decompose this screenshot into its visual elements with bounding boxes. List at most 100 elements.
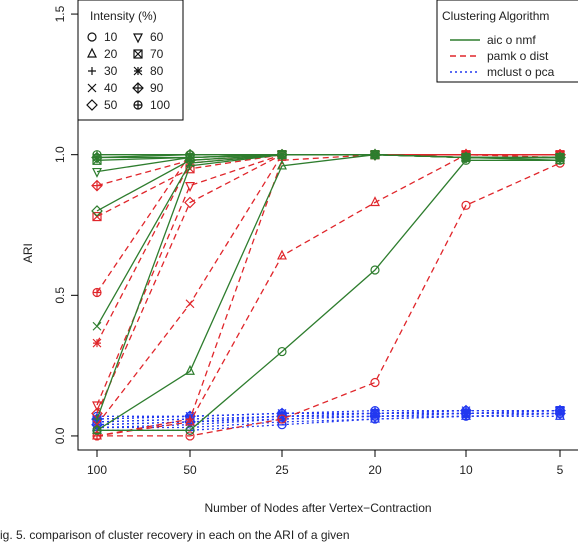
y-tick-label-0.0: 0.0: [53, 427, 67, 444]
intensity-legend-title: Intensity (%): [90, 9, 157, 23]
series-line-aic-o-nmf-40: [96, 154, 560, 327]
plot-frame: [77, 0, 578, 451]
data-point-pamk-o-dist-10-1: [185, 431, 195, 441]
algorithm-legend: Clustering Algorithm aic o nmf pamk o dist…: [436, 0, 578, 83]
series-line-mclust-o-pca-40: [96, 412, 560, 426]
data-point-pamk-o-dist-50-1: [184, 196, 196, 209]
series-line-mclust-o-pca-90: [96, 409, 560, 420]
intensity-legend-symbol-100: [133, 100, 143, 110]
data-point-aic-o-nmf-10-3: [370, 265, 380, 275]
series-line-mclust-o-pca-50: [96, 412, 560, 426]
plot-area: [91, 148, 566, 441]
data-point-mclust-o-pca-100-2: [277, 408, 287, 419]
data-point-aic-o-nmf-20-1: [185, 364, 195, 375]
data-point-aic-o-nmf-100-2: [277, 150, 287, 160]
data-point-aic-o-nmf-10-1: [185, 425, 195, 435]
series-line-mclust-o-pca-10: [97, 412, 561, 431]
series-line-pamk-o-dist-40: [96, 154, 560, 426]
intensity-legend-label-80: 80: [150, 64, 164, 78]
data-point-aic-o-nmf-40-0: [92, 321, 102, 331]
series-line-aic-o-nmf-20: [96, 154, 561, 431]
algorithm-legend-title: Clustering Algorithm: [442, 9, 549, 23]
algorithm-legend-label-0: aic o nmf: [487, 33, 536, 47]
intensity-legend-label-10: 10: [104, 30, 118, 44]
data-point-pamk-o-dist-10-4: [461, 200, 471, 210]
intensity-legend-symbol-50: [86, 99, 98, 111]
data-point-pamk-o-dist-20-1: [185, 415, 195, 426]
data-point-pamk-o-dist-10-2: [277, 414, 287, 424]
intensity-legend: Intensity (%) 10 20 30 40 50 60 70 80 90 100: [77, 0, 184, 121]
data-point-aic-o-nmf-30-0: [93, 415, 101, 424]
ari-line-chart: 100 50 25 20 10 5 0.0 0.5 1.0 1.5 Number of Nodes …: [21, 0, 578, 515]
algorithm-legend-label-1: pamk o dist: [487, 49, 549, 63]
data-point-pamk-o-dist-90-0: [91, 179, 103, 192]
intensity-legend-symbol-10: [87, 32, 97, 42]
y-tick-label-0.5: 0.5: [53, 287, 67, 304]
intensity-legend-label-40: 40: [104, 81, 118, 95]
data-point-pamk-o-dist-20-3: [370, 196, 380, 207]
series-line-aic-o-nmf-10: [97, 159, 560, 431]
intensity-legend-symbol-30: [88, 67, 96, 75]
intensity-legend-label-20: 20: [104, 47, 118, 61]
x-tick-label-50: 50: [183, 463, 197, 477]
data-point-pamk-o-dist-20-2: [277, 249, 287, 260]
intensity-legend-label-70: 70: [150, 47, 164, 61]
data-point-pamk-o-dist-40-1: [185, 299, 195, 309]
data-point-aic-o-nmf-20-2: [277, 159, 287, 170]
intensity-legend-symbol-20: [87, 47, 97, 58]
x-tick-label-20: 20: [368, 463, 382, 477]
data-point-aic-o-nmf-10-2: [277, 346, 287, 357]
intensity-legend-symbol-40: [87, 83, 97, 93]
axes: 100 50 25 20 10 5 0.0 0.5 1.0 1.5 Number of Nodes …: [21, 0, 578, 515]
data-point-pamk-o-dist-80-0: [92, 338, 102, 348]
data-point-pamk-o-dist-10-3: [370, 377, 380, 388]
series-line-pamk-o-dist-20: [96, 154, 561, 437]
data-point-aic-o-nmf-100-5: [555, 152, 565, 163]
x-tick-label-10: 10: [459, 463, 473, 477]
x-tick-label-100: 100: [87, 463, 107, 477]
series-line-mclust-o-pca-20: [97, 415, 560, 429]
intensity-legend-symbol-70: [133, 49, 143, 59]
intensity-legend-symbol-60: [133, 33, 143, 44]
data-point-aic-o-nmf-60-0: [92, 167, 102, 178]
data-point-aic-o-nmf-100-3: [370, 150, 380, 160]
intensity-legend-box: [77, 0, 184, 121]
data-point-mclust-o-pca-100-4: [461, 406, 471, 416]
intensity-legend-label-60: 60: [150, 30, 164, 44]
data-point-aic-o-nmf-100-1: [185, 150, 195, 160]
data-point-pamk-o-dist-60-1: [185, 182, 195, 192]
data-point-mclust-o-pca-100-3: [370, 406, 380, 416]
series-line-pamk-o-dist-50: [96, 154, 560, 414]
intensity-legend-label-100: 100: [150, 98, 170, 112]
data-point-mclust-o-pca-100-5: [555, 406, 565, 416]
series-line-pamk-o-dist-60: [96, 154, 560, 406]
series-line-aic-o-nmf-100: [97, 154, 560, 159]
intensity-legend-label-90: 90: [150, 81, 164, 95]
series-line-pamk-o-dist-30: [96, 154, 560, 437]
x-tick-label-25: 25: [275, 463, 289, 477]
data-point-pamk-o-dist-30-1: [186, 415, 194, 424]
intensity-legend-label-50: 50: [104, 98, 118, 112]
series-line-pamk-o-dist-10: [97, 162, 561, 437]
series-line-mclust-o-pca-70: [96, 409, 561, 423]
y-axis-label: ARI: [21, 243, 35, 263]
data-point-pamk-o-dist-60-0: [92, 401, 102, 412]
series-line-pamk-o-dist-100: [96, 154, 560, 293]
legends: Intensity (%) 10 20 30 40 50 60 70 80 90 100 Cluste…: [77, 0, 578, 121]
data-point-aic-o-nmf-100-0: [92, 150, 102, 160]
y-tick-label-1.5: 1.5: [53, 5, 67, 22]
x-tick-label-5: 5: [557, 463, 564, 477]
data-point-aic-o-nmf-20-0: [92, 423, 102, 434]
figure-caption: ig. 5. comparison of cluster recovery in…: [0, 528, 350, 542]
series-line-aic-o-nmf-50: [96, 154, 560, 212]
series-line-pamk-o-dist-80: [96, 154, 560, 344]
data-point-aic-o-nmf-50-0: [91, 205, 103, 217]
intensity-legend-label-30: 30: [104, 64, 118, 78]
data-point-aic-o-nmf-100-4: [461, 152, 471, 163]
y-tick-label-1.0: 1.0: [53, 146, 67, 163]
intensity-legend-symbol-90: [132, 82, 144, 94]
series-line-pamk-o-dist-90: [96, 154, 560, 187]
intensity-legend-symbol-80: [133, 66, 143, 76]
algorithm-legend-box: [436, 0, 578, 83]
x-axis-label: Number of Nodes after Vertex−Contraction: [204, 501, 431, 515]
